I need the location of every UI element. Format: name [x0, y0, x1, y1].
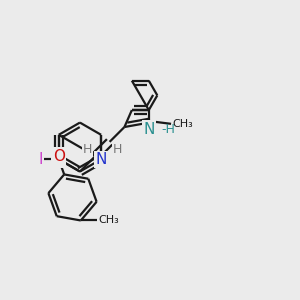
- Text: H: H: [112, 143, 122, 156]
- Text: CH₃: CH₃: [98, 215, 119, 226]
- Text: H: H: [83, 143, 92, 156]
- Text: -H: -H: [161, 123, 175, 136]
- Text: O: O: [53, 148, 65, 164]
- Text: N: N: [143, 122, 154, 136]
- Text: N: N: [95, 152, 107, 167]
- Text: I: I: [38, 152, 43, 167]
- Text: CH₃: CH₃: [172, 119, 193, 129]
- Text: N: N: [53, 152, 64, 167]
